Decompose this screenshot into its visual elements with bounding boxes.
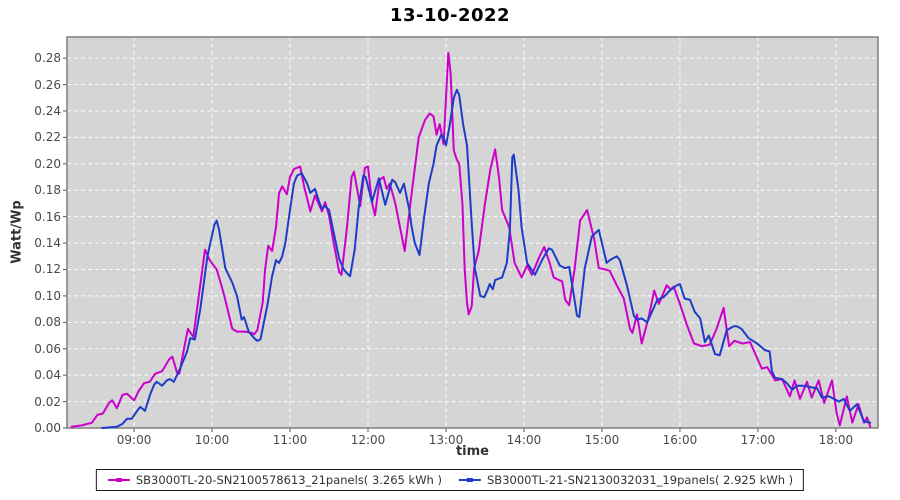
y-tick-label: 0.26 [34,77,61,92]
y-tick-label: 0.16 [34,209,61,224]
y-tick-label: 0.14 [34,236,61,251]
legend-line-swatch-magenta [107,478,130,482]
y-axis-label: Watt/Wp [9,200,25,264]
legend-item-series-2: SB3000TL-21-SN2130032031_19panels( 2.925… [458,473,793,487]
legend-label-series-1: SB3000TL-20-SN2100578613_21panels( 3.265… [135,473,442,487]
x-tick-label: 14:00 [506,433,542,447]
legend-label-series-2: SB3000TL-21-SN2130032031_19panels( 2.925… [487,473,794,487]
y-tick-label: 0.10 [34,288,61,303]
series-line-2 [101,88,872,429]
x-tick-label: 12:00 [350,433,386,447]
y-tick-label: 0.18 [34,183,61,198]
y-tick-label: 0.06 [34,341,61,356]
x-tick-label: 17:00 [740,433,776,447]
y-tick-label: 0.12 [34,262,61,277]
legend-line-swatch-blue [459,478,481,482]
y-tick-label: 0.20 [34,156,61,171]
y-tick-label: 0.04 [34,368,61,383]
x-tick-label: 16:00 [662,433,698,447]
x-tick-label: 09:00 [116,433,152,447]
x-tick-label: 10:00 [194,433,230,447]
y-tick-label: 0.22 [34,130,61,145]
y-tick-label: 0.28 [34,51,61,66]
x-axis-label: time [455,444,490,459]
plot-border [66,36,879,429]
legend-item-series-1: SB3000TL-20-SN2100578613_21panels( 3.265… [107,473,442,487]
y-tick-label: 0.24 [34,103,61,118]
chart-title: 13-10-2022 [389,5,511,26]
y-tick-label: 0.02 [34,394,61,409]
x-tick-label: 15:00 [584,433,620,447]
series-line-1 [70,51,872,428]
x-tick-label: 11:00 [272,433,308,447]
legend: SB3000TL-20-SN2100578613_21panels( 3.265… [95,469,805,491]
x-tick-label: 18:00 [818,433,854,447]
plot-canvas [63,36,879,432]
x-tick-label: 13:00 [428,433,464,447]
y-tick-label: 0.08 [34,315,61,330]
y-tick-label: 0.00 [34,421,61,435]
